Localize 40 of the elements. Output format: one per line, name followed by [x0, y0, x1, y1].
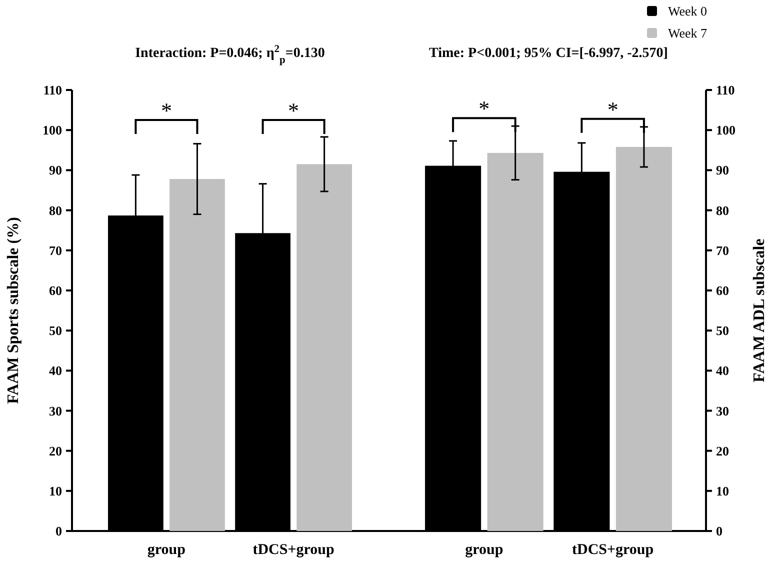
y2-tick-label: 40 — [716, 363, 729, 378]
y-tick-label: 60 — [49, 283, 62, 298]
y2-axis-title: FAAM ADL subscale — [751, 238, 768, 382]
annotation: * — [607, 96, 618, 122]
chart-title: Interaction: P=0.046; η$^{2}$$_{p}$=0.130 — [135, 44, 325, 66]
legend-label: Week 7 — [668, 26, 708, 41]
y2-tick-label: 60 — [716, 283, 729, 298]
chart-title: Time: P<0.001; 95% CI=[-6.997, -2.570] — [429, 46, 668, 61]
x-tick-label: group — [465, 542, 504, 558]
y2-tick-label: 10 — [716, 483, 729, 498]
x-tick-label: tDCS+group — [572, 542, 654, 558]
y-tick-label: 40 — [49, 363, 62, 378]
annotation: * — [288, 98, 300, 123]
y-tick-label: 0 — [56, 524, 62, 539]
y-tick-label: 90 — [49, 162, 62, 178]
y-tick-label: 110 — [43, 82, 62, 98]
y-tick-label: 30 — [49, 403, 62, 418]
bar — [296, 164, 352, 531]
y-tick-label: 10 — [49, 483, 62, 498]
y2-tick-label: 0 — [716, 524, 722, 539]
x-tick-label: group — [147, 542, 186, 558]
y-tick-label: 70 — [49, 242, 62, 258]
y2-tick-label: 80 — [716, 202, 729, 218]
x-tick-label: tDCS+group — [252, 542, 334, 558]
y2-tick-label: 90 — [716, 162, 729, 178]
y-tick-label: 50 — [49, 323, 62, 338]
annotation: * — [160, 98, 172, 123]
bar — [170, 179, 225, 531]
y2-tick-label: 70 — [716, 242, 729, 258]
y2-tick-label: 20 — [716, 443, 729, 458]
legend-label: Week 0 — [668, 4, 708, 19]
y2-tick-label: 100 — [716, 122, 736, 138]
y2-tick-label: 30 — [716, 403, 729, 418]
y-tick-label: 20 — [49, 443, 62, 458]
y-axis-title: FAAM Sports subscale (%) — [5, 217, 22, 404]
y-tick-label: 100 — [42, 122, 62, 138]
y-tick-label: 80 — [49, 202, 62, 218]
annotation: * — [478, 96, 490, 122]
y2-tick-label: 50 — [716, 323, 729, 338]
y2-tick-label: 110 — [716, 82, 735, 98]
